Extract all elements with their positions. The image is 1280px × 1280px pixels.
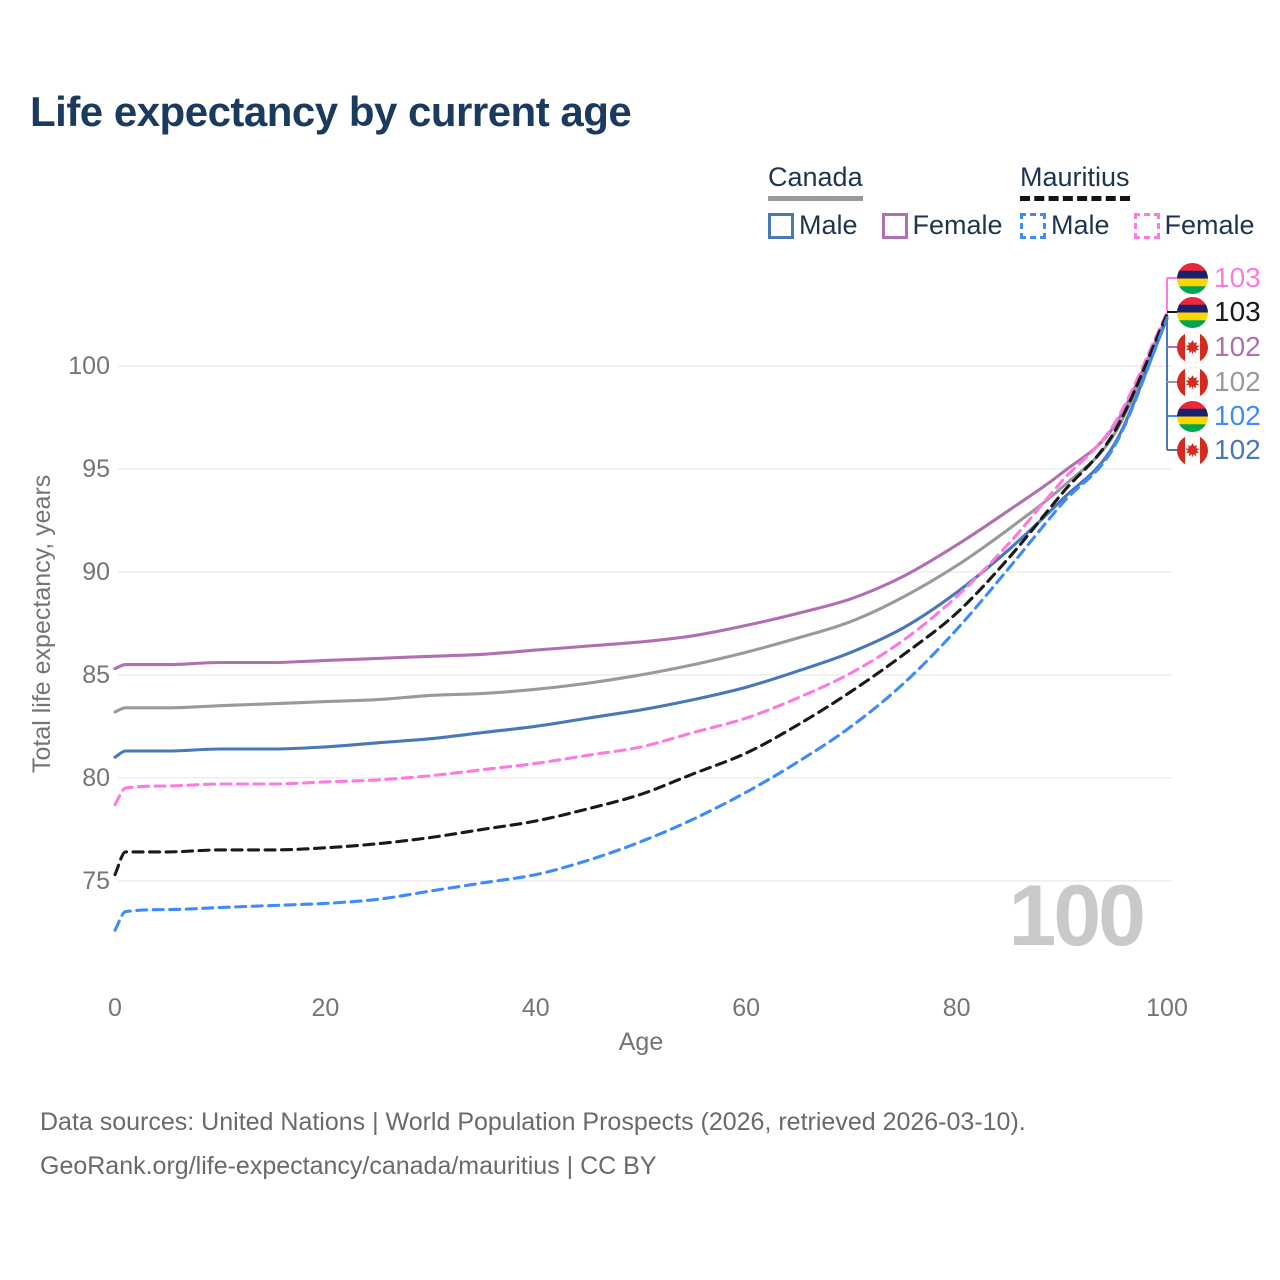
legend-item-canada-male[interactable]: Male bbox=[768, 210, 858, 241]
legend-label-mauritius-male: Male bbox=[1051, 210, 1110, 240]
canada-flag-icon bbox=[1177, 434, 1208, 466]
end-value-canada-male: 102 bbox=[1214, 434, 1261, 465]
x-axis-title: Age bbox=[618, 1028, 664, 1056]
footer-data-sources: Data sources: United Nations | World Pop… bbox=[40, 1108, 1026, 1136]
hover-age-watermark: 100 bbox=[1008, 868, 1147, 964]
legend-label-canada-female: Female bbox=[912, 210, 1003, 240]
footer: Data sources: United Nations | World Pop… bbox=[40, 1108, 1026, 1196]
legend-group-canada: Canada Male Female bbox=[768, 162, 1003, 241]
canada-female-swatch-icon bbox=[881, 212, 908, 239]
x-tick-label-0: 0 bbox=[108, 994, 122, 1022]
y-tick-label-95: 95 bbox=[82, 454, 110, 483]
line-mauritius-male[interactable] bbox=[113, 317, 1169, 932]
legend-header-mauritius[interactable]: Mauritius bbox=[1020, 162, 1130, 201]
end-value-canada-both: 102 bbox=[1214, 366, 1261, 397]
line-canada-female[interactable] bbox=[113, 315, 1169, 671]
y-tick-label-85: 85 bbox=[82, 660, 110, 689]
mauritius-flag-icon bbox=[1177, 400, 1208, 432]
end-label-canada-male: 102 bbox=[1177, 434, 1261, 466]
end-label-canada-both: 102 bbox=[1177, 366, 1261, 398]
chart-title: Life expectancy by current age bbox=[30, 88, 632, 135]
canada-flag-icon bbox=[1177, 331, 1208, 363]
mauritius-male-swatch-icon bbox=[1020, 212, 1046, 239]
footer-attribution-link: GeoRank.org/life-expectancy/canada/mauri… bbox=[40, 1152, 657, 1180]
legend-group-mauritius: Mauritius Male Female bbox=[1020, 162, 1255, 241]
legend-item-mauritius-female[interactable]: Female bbox=[1133, 210, 1255, 241]
legend-header-canada[interactable]: Canada bbox=[768, 162, 863, 201]
legend-label-canada-male: Male bbox=[799, 210, 858, 240]
canada-flag-icon bbox=[1177, 366, 1208, 398]
y-tick-label-75: 75 bbox=[82, 866, 110, 895]
x-tick-label-60: 60 bbox=[732, 994, 761, 1022]
line-mauritius-both[interactable] bbox=[113, 312, 1169, 877]
y-tick-label-90: 90 bbox=[82, 557, 110, 586]
x-tick-label-80: 80 bbox=[942, 994, 971, 1022]
legend-item-mauritius-male[interactable]: Male bbox=[1020, 210, 1110, 241]
mauritius-flag-icon bbox=[1177, 262, 1208, 294]
end-value-mauritius-male: 102 bbox=[1214, 400, 1261, 431]
x-tick-label-40: 40 bbox=[521, 994, 550, 1022]
end-label-mauritius-female: 103 bbox=[1177, 262, 1261, 294]
x-tick-label-20: 20 bbox=[311, 994, 340, 1022]
legend-item-canada-female[interactable]: Female bbox=[881, 210, 1003, 241]
x-tick-label-100: 100 bbox=[1146, 994, 1188, 1022]
end-value-mauritius-female: 103 bbox=[1214, 262, 1261, 293]
line-canada-male[interactable] bbox=[113, 317, 1169, 759]
line-canada-both[interactable] bbox=[113, 315, 1169, 714]
line-mauritius-female[interactable] bbox=[113, 310, 1169, 807]
end-value-mauritius-both: 103 bbox=[1214, 296, 1261, 327]
end-label-mauritius-male: 102 bbox=[1177, 400, 1261, 432]
legend-label-mauritius-female: Female bbox=[1164, 210, 1255, 240]
canada-male-swatch-icon bbox=[768, 212, 794, 239]
y-tick-label-100: 100 bbox=[68, 352, 110, 380]
mauritius-female-swatch-icon bbox=[1133, 212, 1160, 239]
end-value-canada-female: 102 bbox=[1214, 331, 1261, 362]
end-label-canada-female: 102 bbox=[1177, 331, 1261, 363]
y-tick-label-80: 80 bbox=[82, 763, 110, 792]
mauritius-flag-icon bbox=[1177, 296, 1208, 328]
end-label-mauritius-both: 103 bbox=[1177, 296, 1261, 328]
